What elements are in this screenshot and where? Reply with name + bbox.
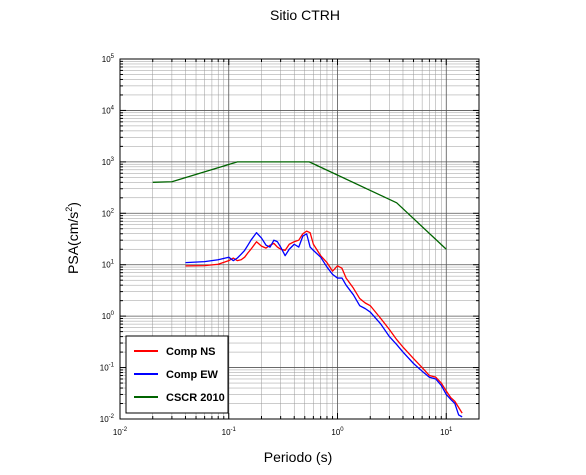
legend-label-cscr-2010: CSCR 2010 (166, 392, 225, 404)
x-tick-label: 100 (331, 427, 344, 437)
y-tick-label: 10-2 (100, 414, 115, 424)
y-tick-label-base: 10 (102, 55, 111, 64)
y-tick-label-exponent: -2 (109, 414, 115, 420)
y-tick-label-exponent: 1 (111, 260, 115, 266)
x-tick-label: 10-2 (113, 427, 128, 437)
y-tick-label-exponent: 3 (111, 157, 115, 163)
y-tick-label-base: 10 (102, 312, 111, 321)
y-tick-label-exponent: 5 (111, 54, 115, 60)
x-tick-label: 10-1 (222, 427, 237, 437)
legend-label-comp-ew: Comp EW (166, 369, 219, 381)
series-line-comp-ns (185, 230, 463, 414)
plot-frame (119, 58, 480, 420)
series-line-comp-ew (185, 232, 463, 418)
x-tick-label: 101 (440, 427, 453, 437)
x-tick-label-exponent: 1 (449, 427, 453, 433)
y-axis-label-close: ) (65, 202, 81, 207)
y-tick-label: 101 (102, 260, 115, 270)
y-tick-label-exponent: -1 (109, 363, 115, 369)
x-tick-label-exponent: -1 (231, 427, 237, 433)
y-tick-label-base: 10 (102, 261, 111, 270)
minor-gridlines (120, 59, 480, 419)
y-tick-label-exponent: 4 (111, 105, 115, 111)
y-tick-label: 100 (102, 311, 115, 321)
x-tick-label-exponent: 0 (340, 427, 344, 433)
series-line-cscr-2010 (152, 161, 447, 250)
y-tick-label-base: 10 (102, 209, 111, 218)
x-tick-label-base: 10 (440, 428, 449, 437)
y-axis-label-exponent: 2 (64, 207, 74, 212)
y-tick-label: 102 (102, 208, 115, 218)
chart-title: Sitio CTRH (270, 7, 340, 23)
x-tick-labels: 10-2 10-1 100 101 (113, 427, 453, 437)
x-tick-label-exponent: -2 (122, 427, 128, 433)
legend-label-comp-ns: Comp NS (166, 346, 216, 358)
x-tick-label-base: 10 (331, 428, 340, 437)
y-tick-label-exponent: 0 (111, 311, 115, 317)
x-tick-label-base: 10 (113, 428, 122, 437)
y-tick-label-base: 10 (102, 158, 111, 167)
tick-marks (119, 58, 480, 420)
y-axis-label-base: PSA(cm/s (65, 212, 81, 274)
y-tick-label: 10-1 (100, 363, 115, 373)
y-axis-label: PSA(cm/s2) (64, 202, 81, 274)
y-tick-label: 103 (102, 157, 115, 167)
x-tick-label-base: 10 (222, 428, 231, 437)
series-layer (152, 161, 463, 418)
y-tick-label-base: 10 (100, 364, 109, 373)
y-tick-label: 104 (102, 105, 115, 115)
y-tick-label-exponent: 2 (111, 208, 115, 214)
y-tick-label-base: 10 (102, 106, 111, 115)
y-tick-label: 105 (102, 54, 115, 64)
y-tick-label-base: 10 (100, 415, 109, 424)
x-axis-label: Periodo (s) (264, 449, 332, 465)
legend: Comp NS Comp EW CSCR 2010 (125, 335, 229, 414)
